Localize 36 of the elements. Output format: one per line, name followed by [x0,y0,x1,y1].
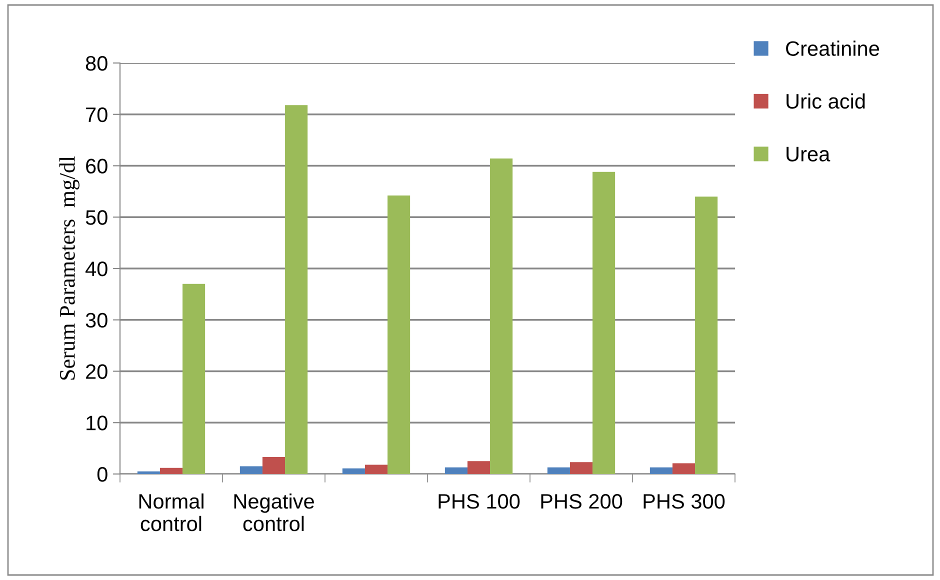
x-tick-label: Normal control [139,493,204,532]
y-tick-label: 10 [86,416,108,430]
bar [650,467,672,474]
bar [672,463,696,474]
y-axis-title: Serum Parameters mg/dl [59,156,80,380]
bar [160,468,183,474]
legend-label: Creatinine [786,40,880,56]
x-tick-label: PHS 200 [541,494,622,509]
y-tick-label: 50 [86,210,108,225]
bar [570,462,593,474]
x-tick-label: PHS 300 [644,494,725,509]
bar [285,105,308,474]
bar [240,466,262,474]
bar [388,196,410,474]
y-tick-label: 20 [86,364,108,380]
bar [262,457,286,474]
bar [137,471,160,474]
legend-label: Uric acid [786,93,865,109]
y-tick-label: 0 [97,467,108,482]
bar [547,467,570,474]
bar [342,468,365,474]
x-tick-label: PHS 100 [438,494,520,509]
bar [467,461,490,474]
bar [592,172,616,474]
y-tick-label: 40 [86,262,108,276]
y-tick-label: 60 [86,158,108,174]
bar [364,464,388,474]
bar [182,284,206,474]
bar [490,158,513,474]
y-tick-label: 80 [86,56,108,71]
legend-label: Urea [786,146,830,162]
y-tick-label: 70 [86,107,108,122]
bar [444,467,468,474]
y-tick-label: 30 [86,312,108,328]
bar [695,196,718,474]
x-tick-label: Negative control [234,493,314,532]
